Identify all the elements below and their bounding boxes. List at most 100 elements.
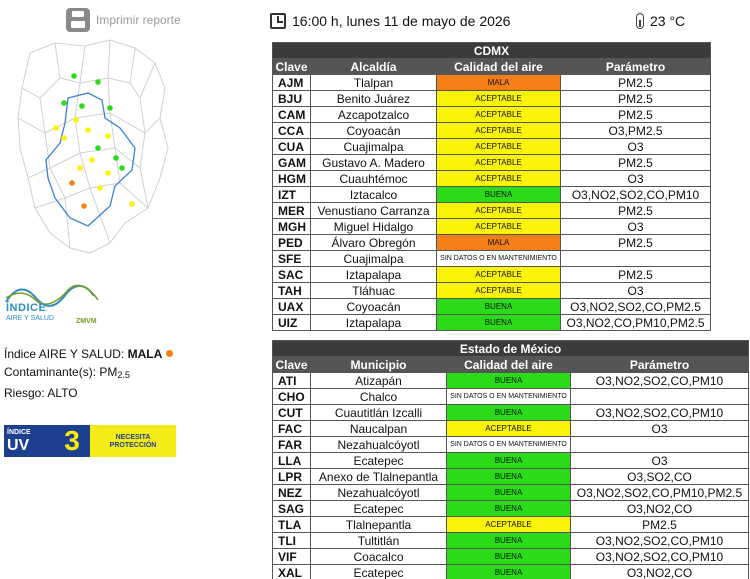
table-row: CCA Coyoacán ACEPTABLE O3,PM2.5	[272, 122, 712, 139]
parameters: PM2.5	[559, 202, 712, 219]
station-name: Gustavo A. Madero	[310, 154, 437, 171]
temperature: 23 °C	[636, 13, 685, 29]
station-code: LPR	[272, 468, 311, 485]
index-line: Índice AIRE Y SALUD: MALA	[4, 345, 174, 363]
parameters: O3	[559, 218, 712, 235]
table-row: UIZ Iztapalapa BUENA O3,NO2,CO,PM10,PM2.5	[272, 314, 712, 331]
air-quality-badge: ACEPTABLE	[446, 516, 571, 533]
table-row: CUT Cuautitlán Izcalli BUENA O3,NO2,SO2,CO,…	[272, 404, 749, 421]
parameters: O3,NO2,SO2,CO,PM10	[559, 186, 712, 203]
table-row: GAM Gustavo A. Madero ACEPTABLE PM2.5	[272, 154, 712, 171]
station-name: Ecatepec	[310, 452, 447, 469]
parameters: PM2.5	[559, 74, 712, 91]
air-quality-badge: ACEPTABLE	[436, 122, 561, 139]
station-code: FAR	[272, 436, 311, 453]
air-quality-badge: BUENA	[446, 532, 571, 549]
station-name: Cuauhtémoc	[310, 170, 437, 187]
col-clave: Clave	[272, 58, 311, 75]
print-report-label: Imprimir reporte	[96, 13, 181, 27]
station-name: Tultitlán	[310, 532, 447, 549]
station-name: Venustiano Carranza	[310, 202, 437, 219]
air-quality-badge: BUENA	[436, 186, 561, 203]
temperature-text: 23 °C	[650, 13, 686, 29]
station-code: CUT	[272, 404, 311, 421]
station-code: TAH	[272, 282, 311, 299]
table-row: SAC Iztapalapa ACEPTABLE PM2.5	[272, 266, 712, 283]
parameters: O3,SO2,CO	[570, 468, 749, 485]
station-code: TLI	[272, 532, 311, 549]
parameters: O3	[559, 170, 712, 187]
uv-label-block: ÍNDICE UV 3	[4, 425, 90, 457]
cdmx-table-title: CDMX	[271, 42, 712, 59]
index-dot-icon	[166, 350, 174, 357]
station-code: TLA	[272, 516, 311, 533]
air-quality-badge: SIN DATOS O EN MANTENIMIENTO	[436, 250, 561, 267]
uv-advice: NECESITA PROTECCIÓN	[90, 425, 176, 457]
edomex-table-title: Estado de México	[272, 340, 749, 357]
air-quality-badge: ACEPTABLE	[436, 170, 561, 187]
logo-subtitle: AIRE Y SALUD	[6, 315, 54, 322]
table-row: CHO Chalco SIN DATOS O EN MANTENIMIENTO	[272, 388, 749, 405]
station-code: SAC	[272, 266, 311, 283]
table-row: SFE Cuajimalpa SIN DATOS O EN MANTENIMIENT…	[272, 250, 712, 267]
parameters: PM2.5	[559, 106, 712, 123]
station-name: Cuautitlán Izcalli	[310, 404, 447, 421]
parameters: O3,NO2,SO2,CO,PM10	[570, 532, 749, 549]
station-name: Tlalnepantla	[310, 516, 447, 533]
table-row: PED Álvaro Obregón MALA PM2.5	[272, 234, 712, 251]
station-name: Coacalco	[310, 548, 447, 565]
table-row: FAR Nezahualcóyotl SIN DATOS O EN MANTENIM…	[272, 436, 749, 453]
datetime: 16:00 h, lunes 11 de mayo de 2026	[270, 13, 510, 29]
air-quality-badge: ACEPTABLE	[436, 138, 561, 155]
parameters: O3,PM2.5	[559, 122, 712, 139]
indice-aire-salud-logo: ÍNDICE AIRE Y SALUD ZMVM	[4, 280, 124, 330]
station-name: Nezahualcóyotl	[310, 436, 447, 453]
station-name: Ecatepec	[310, 564, 447, 579]
parameters: O3,NO2,SO2,CO,PM2.5	[559, 298, 712, 315]
table-row: TAH Tláhuac ACEPTABLE O3	[272, 282, 712, 299]
station-code: SAG	[272, 500, 311, 517]
parameters: PM2.5	[559, 266, 712, 283]
table-row: BJU Benito Juárez ACEPTABLE PM2.5	[272, 90, 712, 107]
station-code: IZT	[272, 186, 311, 203]
table-row: HGM Cuauhtémoc ACEPTABLE O3	[272, 170, 712, 187]
air-quality-badge: ACEPTABLE	[436, 154, 561, 171]
print-report-button[interactable]: Imprimir reporte	[66, 8, 181, 32]
station-name: Álvaro Obregón	[310, 234, 437, 251]
uv-index-banner: ÍNDICE UV 3 NECESITA PROTECCIÓN	[4, 425, 176, 457]
station-name: Coyoacán	[310, 122, 437, 139]
station-code: CAM	[272, 106, 311, 123]
table-row: LLA Ecatepec BUENA O3	[272, 452, 749, 469]
table-row: MER Venustiano Carranza ACEPTABLE PM2.5	[272, 202, 712, 219]
uv-advice-line2: PROTECCIÓN	[109, 442, 157, 449]
index-label: Índice AIRE Y SALUD:	[4, 347, 125, 361]
station-code: UIZ	[272, 314, 311, 331]
col-calidad: Calidad del aire	[446, 356, 571, 373]
table-row: FAC Naucalpan ACEPTABLE O3	[272, 420, 749, 437]
station-name: Anexo de Tlalnepantla	[310, 468, 447, 485]
parameters: PM2.5	[559, 234, 712, 251]
table-row: TLA Tlalnepantla ACEPTABLE PM2.5	[272, 516, 749, 533]
air-quality-badge: MALA	[436, 74, 561, 91]
uv-value: 3	[54, 425, 90, 457]
station-code: FAC	[272, 420, 311, 437]
col-parametro: Parámetro	[559, 58, 712, 75]
station-name: Nezahualcóyotl	[310, 484, 447, 501]
table-row: SAG Ecatepec BUENA O3,NO2,CO	[272, 500, 749, 517]
parameters	[570, 388, 749, 405]
air-quality-badge: BUENA	[446, 372, 571, 389]
station-name: Iztacalco	[310, 186, 437, 203]
station-code: MGH	[272, 218, 311, 235]
pollutant-subscript: 2.5	[117, 370, 130, 380]
parameters: PM2.5	[559, 154, 712, 171]
station-name: Iztapalapa	[310, 314, 437, 331]
station-name: Cuajimalpa	[310, 250, 437, 267]
air-quality-badge: BUENA	[446, 452, 571, 469]
logo-wave-icon	[5, 284, 99, 307]
col-parametro: Parámetro	[570, 356, 749, 373]
logo-tag: ZMVM	[76, 318, 97, 325]
station-name: Chalco	[310, 388, 447, 405]
col-clave: Clave	[272, 356, 311, 373]
station-code: BJU	[272, 90, 311, 107]
air-quality-badge: ACEPTABLE	[436, 218, 561, 235]
